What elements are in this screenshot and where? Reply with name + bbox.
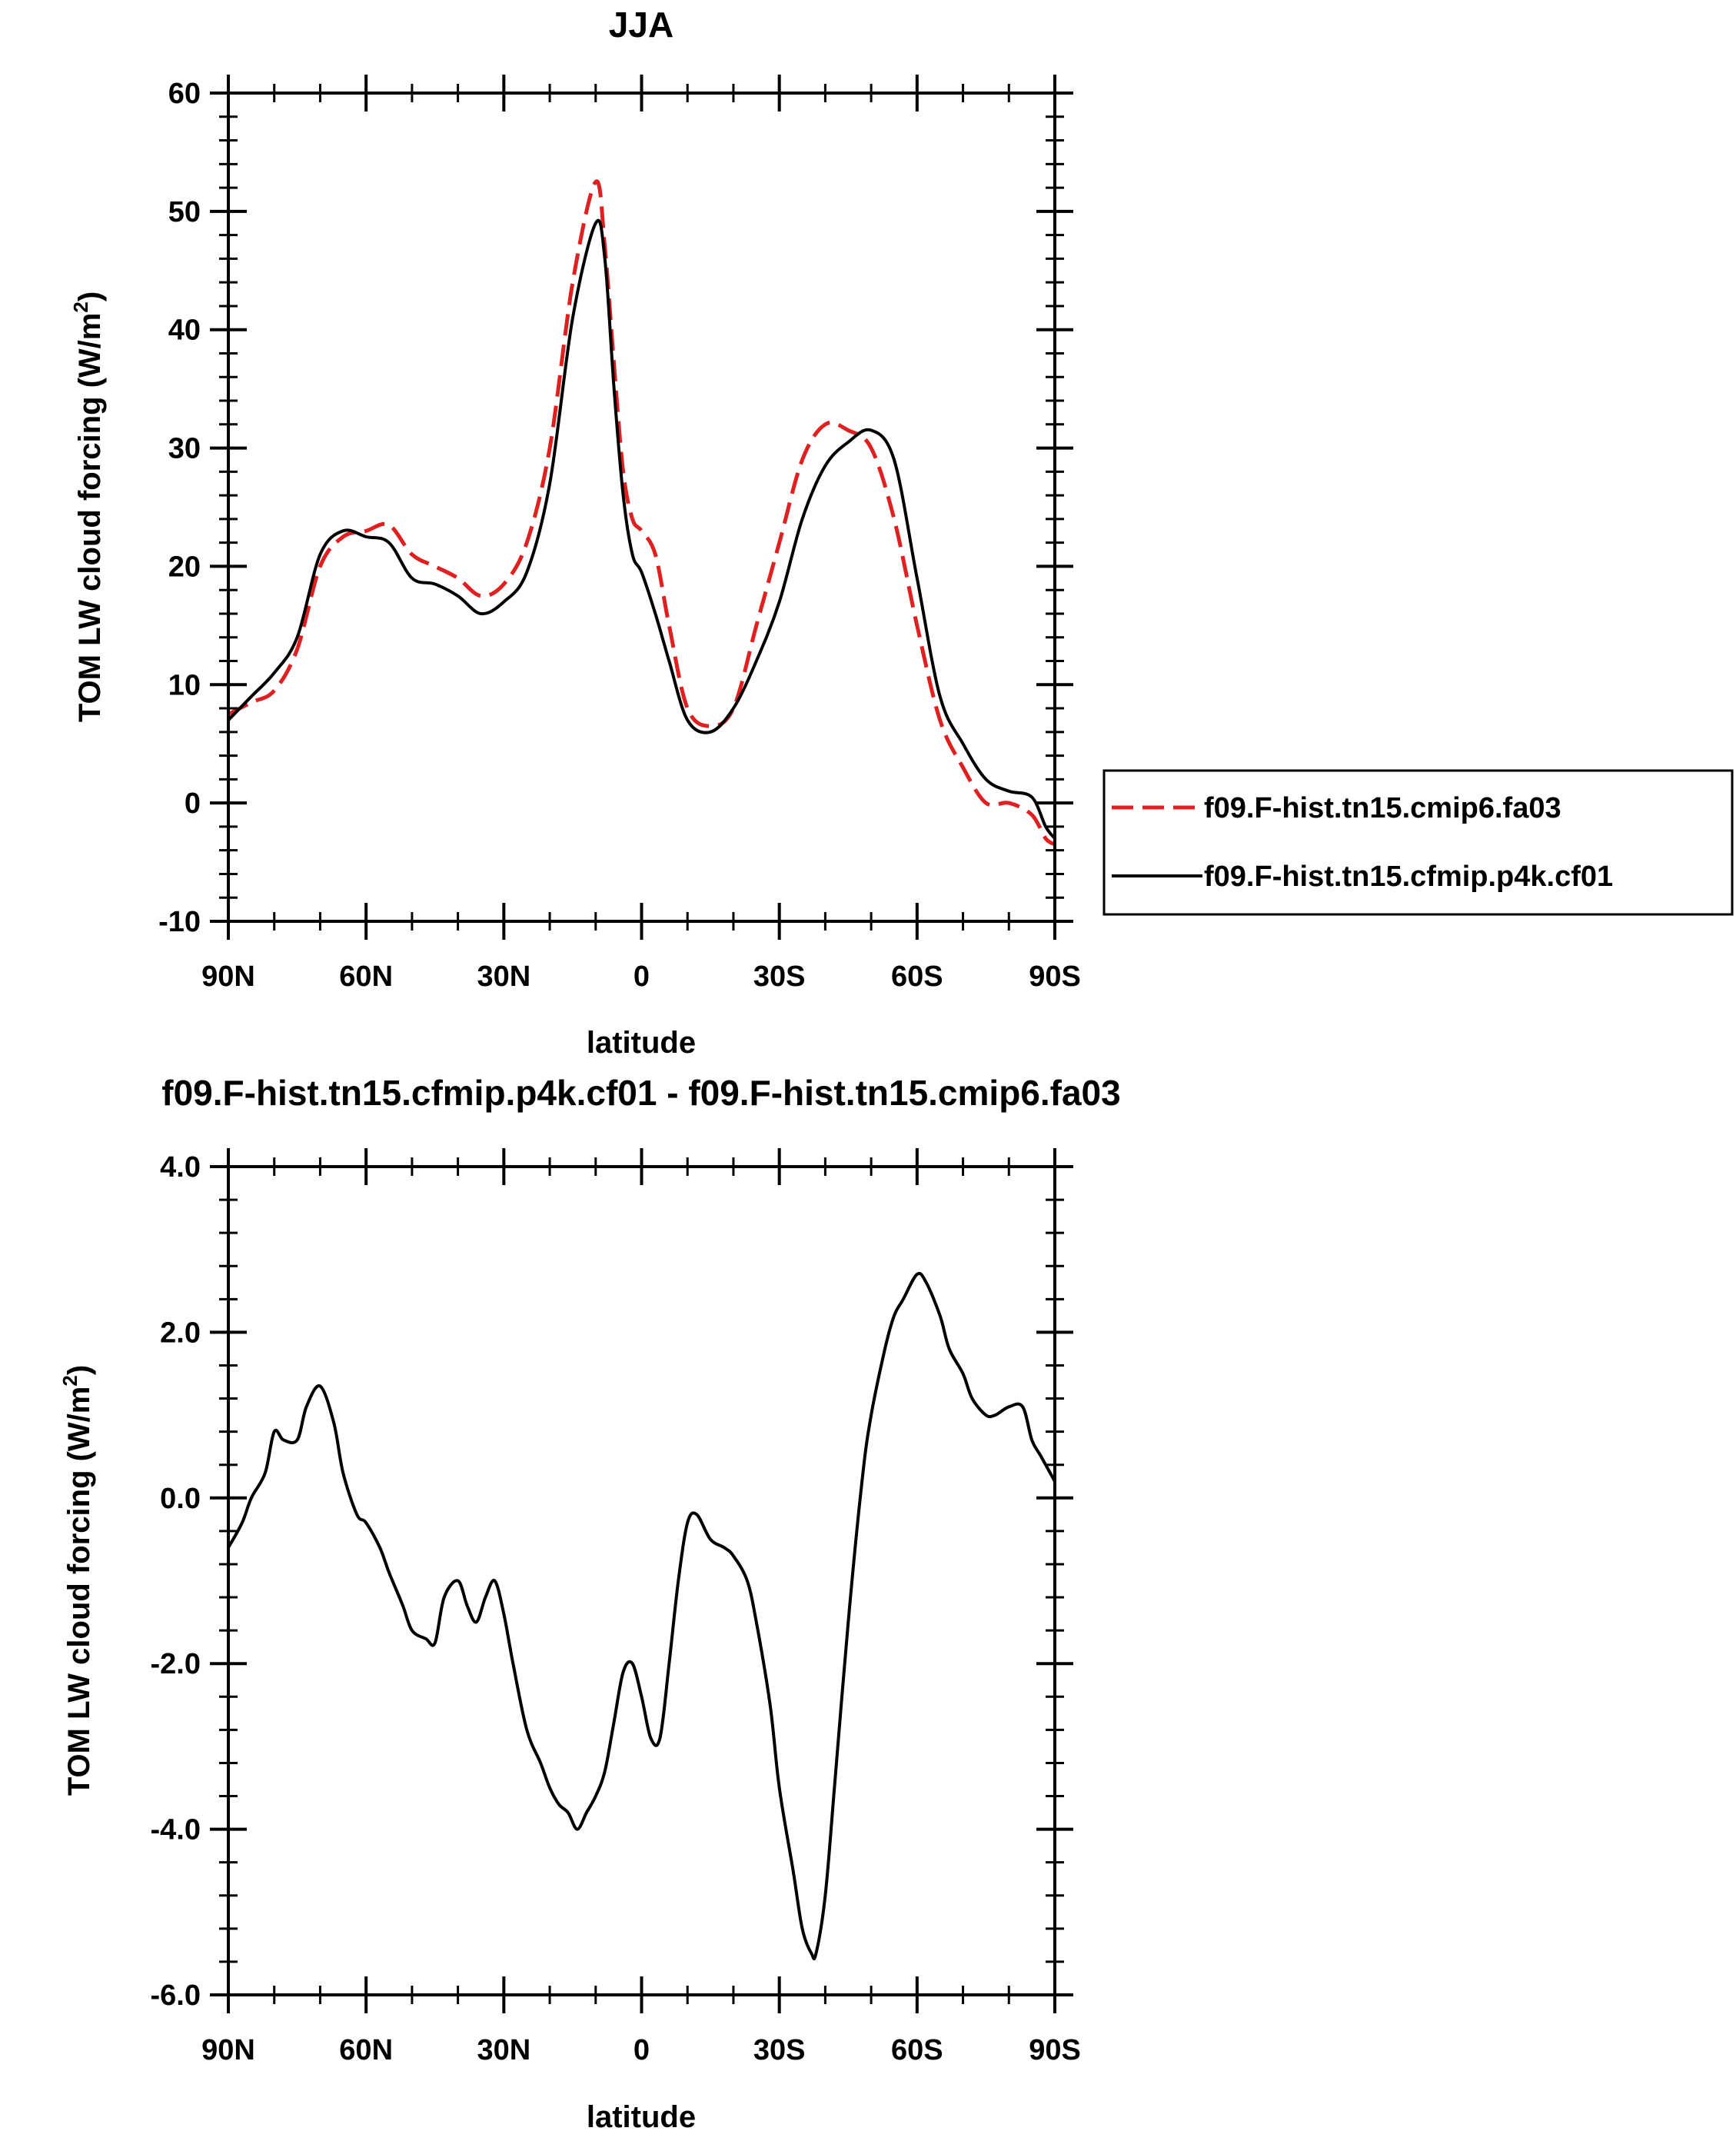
panel-top-x-ticks: 90N 60N 30N 0 30S 60S 90S [201, 75, 1081, 993]
panel-bottom-y-tick-label: -4.0 [151, 1814, 201, 1846]
panel-bottom-x-ticks: 90N 60N 30N 0 30S 60S 90S [201, 1148, 1081, 2066]
panel-bottom-x-tick-label: 90N [201, 2034, 255, 2066]
panel-bottom-x-tick-label: 90S [1029, 2034, 1081, 2066]
panel-bottom-y-axis-label-sup: 2 [58, 1375, 81, 1386]
panel-bottom-y-axis-label-main: TOM LW cloud forcing (W/m [62, 1387, 96, 1796]
panel-bottom-y-tick-label: 2.0 [160, 1317, 201, 1349]
panel-top-y-axis-label-close: ) [73, 291, 107, 301]
panel-bottom-y-tick-label: 4.0 [160, 1151, 201, 1184]
panel-top-series-line-1 [227, 179, 1056, 847]
panel-top-y-tick-label: 10 [168, 669, 201, 701]
panel-bottom-y-tick-label: -6.0 [151, 1979, 201, 2012]
panel-top: JJA -10 0 10 20 30 40 50 60 90N 60N 30N 0 30S 60S 90S… [69, 5, 1734, 1060]
panel-top-x-tick-label: 90N [201, 961, 255, 993]
panel-top-title: JJA [609, 5, 673, 45]
panel-bottom-y-axis-label-close: ) [62, 1365, 96, 1375]
panel-bottom-x-tick-label: 60N [339, 2034, 393, 2066]
legend-box [1102, 769, 1734, 916]
panel-top-y-axis-label-main: TOM LW cloud forcing (W/m [73, 313, 107, 723]
panel-bottom-y-axis-label: TOM LW cloud forcing (W/m2) [58, 1365, 96, 1796]
panel-bottom-plot-frame [227, 1165, 1056, 1996]
legend-label-series-1: f09.F-hist.tn15.cmip6.fa03 [1204, 792, 1561, 824]
panel-bottom-marks [227, 1271, 1056, 1961]
panel-bottom-x-axis-label: latitude [587, 2100, 696, 2131]
panel-top-y-tick-label: 0 [185, 787, 201, 820]
panel-bottom-x-tick-label: 30S [753, 2034, 806, 2066]
panel-bottom-series-line-1 [227, 1271, 1056, 1961]
panel-bottom-x-tick-label: 60S [891, 2034, 943, 2066]
panel-top-y-tick-label: -10 [158, 906, 201, 938]
panel-bottom-x-tick-label: 30N [477, 2034, 530, 2066]
panel-top-y-tick-label: 40 [168, 315, 201, 347]
panel-bottom-x-tick-label: 0 [634, 2034, 650, 2066]
panel-top-y-axis-label-sup: 2 [69, 301, 92, 312]
panel-top-y-axis-label: TOM LW cloud forcing (W/m2) [69, 291, 107, 722]
panel-top-x-tick-label: 30S [753, 961, 806, 993]
panel-bottom-y-tick-label: 0.0 [160, 1483, 201, 1515]
panel-top-x-tick-label: 60N [339, 961, 393, 993]
panel-top-marks [227, 179, 1056, 847]
legend-label-series-2: f09.F-hist.tn15.cfmip.p4k.cf01 [1204, 861, 1613, 893]
panel-top-y-tick-label: 20 [168, 551, 201, 583]
panel-bottom-y-tick-label: -2.0 [151, 1648, 201, 1680]
panel-bottom-title: f09.F-hist.tn15.cfmip.p4k.cf01 - f09.F-h… [161, 1073, 1120, 1113]
panel-top-y-tick-label: 30 [168, 433, 201, 465]
panel-top-y-ticks: -10 0 10 20 30 40 50 60 [158, 78, 1073, 938]
panel-top-y-tick-label: 60 [168, 78, 201, 110]
legend: f09.F-hist.tn15.cmip6.fa03 f09.F-hist.tn… [1102, 769, 1734, 916]
panel-top-x-tick-label: 0 [634, 961, 650, 993]
panel-top-y-tick-label: 50 [168, 196, 201, 228]
panel-top-x-tick-label: 30N [477, 961, 530, 993]
panel-bottom: f09.F-hist.tn15.cfmip.p4k.cf01 - f09.F-h… [58, 1073, 1121, 2131]
panel-top-plot-frame [227, 92, 1056, 923]
panel-top-series-line-2 [227, 218, 1056, 840]
panel-top-x-axis-label: latitude [587, 1026, 696, 1060]
panel-bottom-y-ticks: -6.0 -4.0 -2.0 0.0 2.0 4.0 [151, 1151, 1073, 2012]
panel-top-x-tick-label: 90S [1029, 961, 1081, 993]
panel-top-x-tick-label: 60S [891, 961, 943, 993]
